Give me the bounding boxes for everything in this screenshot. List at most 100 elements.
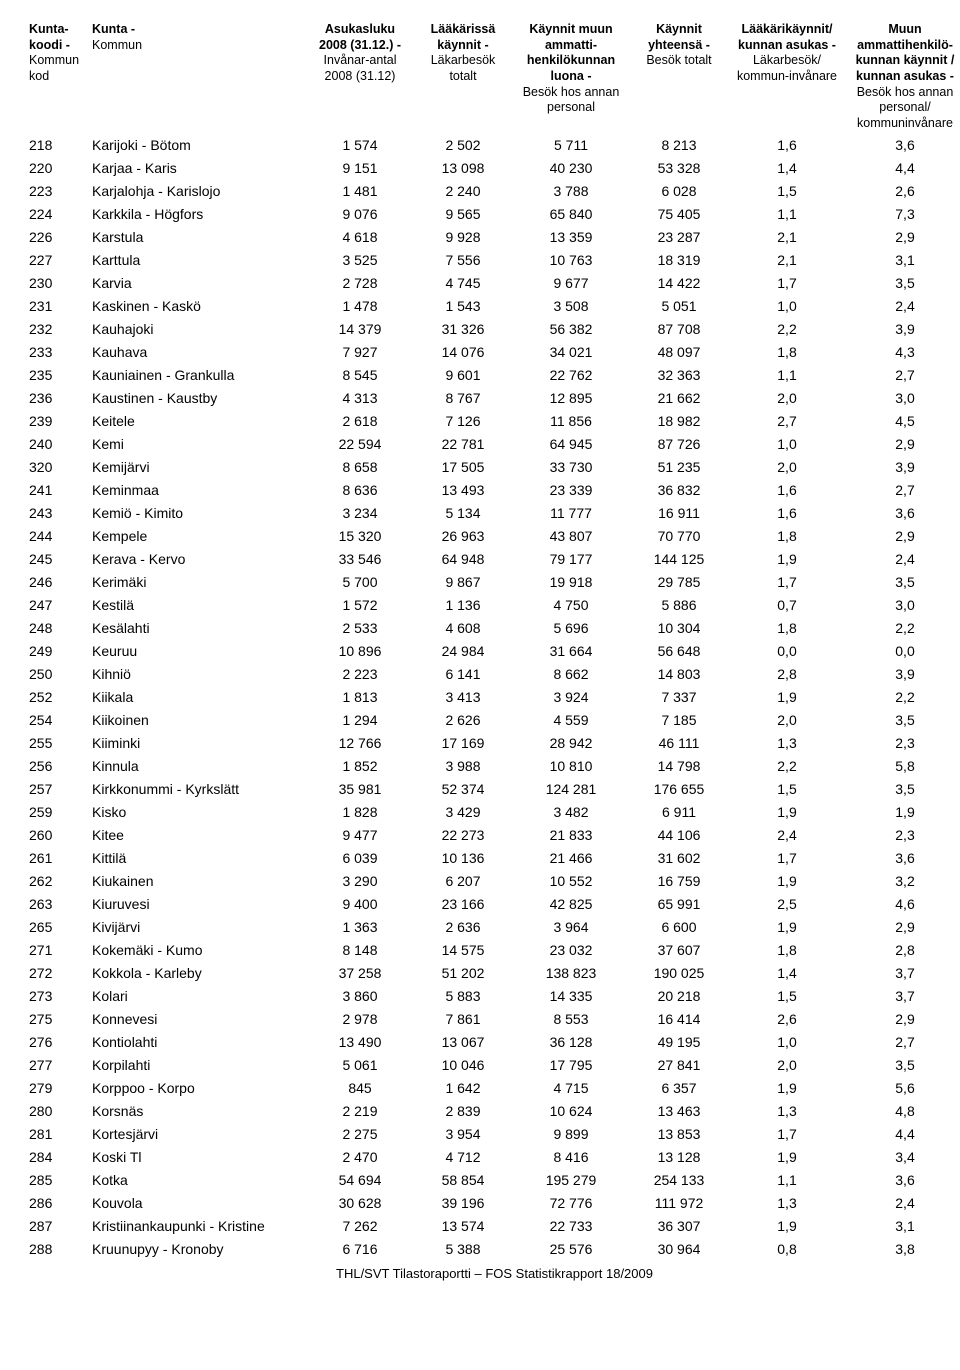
cell: 3 234: [306, 501, 414, 524]
cell: 250: [25, 662, 88, 685]
cell: 144 125: [630, 547, 728, 570]
cell: 2,8: [846, 938, 960, 961]
cell: 3,6: [846, 133, 960, 156]
cell: 23 166: [414, 892, 512, 915]
header-total: Käynnit yhteensä - Besök totalt: [630, 20, 728, 133]
cell: 1,9: [728, 685, 846, 708]
cell: 285: [25, 1168, 88, 1191]
cell: 227: [25, 248, 88, 271]
table-row: 244Kempele15 32026 96343 80770 7701,82,9: [25, 524, 960, 547]
cell: Korpilahti: [88, 1053, 306, 1076]
cell: 9 677: [512, 271, 630, 294]
cell: 13 853: [630, 1122, 728, 1145]
cell: 190 025: [630, 961, 728, 984]
cell: 254 133: [630, 1168, 728, 1191]
cell: 1,9: [728, 547, 846, 570]
cell: 53 328: [630, 156, 728, 179]
table-row: 280Korsnäs2 2192 83910 62413 4631,34,8: [25, 1099, 960, 1122]
cell: 15 320: [306, 524, 414, 547]
cell: Korsnäs: [88, 1099, 306, 1122]
header-name: Kunta - Kommun: [88, 20, 306, 133]
cell: 12 895: [512, 386, 630, 409]
cell: 220: [25, 156, 88, 179]
cell: 256: [25, 754, 88, 777]
cell: 1,7: [728, 570, 846, 593]
table-row: 226Karstula4 6189 92813 35923 2872,12,9: [25, 225, 960, 248]
cell: 4 712: [414, 1145, 512, 1168]
cell: 8 416: [512, 1145, 630, 1168]
cell: 3,6: [846, 846, 960, 869]
cell: 3 924: [512, 685, 630, 708]
cell: 5,6: [846, 1076, 960, 1099]
statistics-table: Kunta-koodi - Kommun kod Kunta - Kommun …: [25, 20, 960, 1285]
cell: 36 128: [512, 1030, 630, 1053]
cell: 232: [25, 317, 88, 340]
table-row: 231Kaskinen - Kaskö1 4781 5433 5085 0511…: [25, 294, 960, 317]
cell: 245: [25, 547, 88, 570]
cell: 5 696: [512, 616, 630, 639]
cell: 2 728: [306, 271, 414, 294]
cell: 2,5: [728, 892, 846, 915]
cell: 0,0: [728, 639, 846, 662]
cell: 8 553: [512, 1007, 630, 1030]
cell: 13 574: [414, 1214, 512, 1237]
cell: 5,8: [846, 754, 960, 777]
cell: 3 964: [512, 915, 630, 938]
cell: 1 136: [414, 593, 512, 616]
cell: 1 852: [306, 754, 414, 777]
cell: Kotka: [88, 1168, 306, 1191]
cell: 2,4: [846, 547, 960, 570]
cell: 1 572: [306, 593, 414, 616]
cell: 3 525: [306, 248, 414, 271]
cell: Keminmaa: [88, 478, 306, 501]
cell: 31 326: [414, 317, 512, 340]
header-docper: Lääkärikäynnit/ kunnan asukas - Läkarbes…: [728, 20, 846, 133]
cell: 272: [25, 961, 88, 984]
cell: 1,8: [728, 616, 846, 639]
table-row: 275Konnevesi2 9787 8618 55316 4142,62,9: [25, 1007, 960, 1030]
cell: 240: [25, 432, 88, 455]
cell: 10 763: [512, 248, 630, 271]
cell: Karkkila - Högfors: [88, 202, 306, 225]
cell: 4 715: [512, 1076, 630, 1099]
table-row: 257Kirkkonummi - Kyrkslätt35 98152 37412…: [25, 777, 960, 800]
cell: 2,9: [846, 225, 960, 248]
cell: Konnevesi: [88, 1007, 306, 1030]
cell: 39 196: [414, 1191, 512, 1214]
cell: 280: [25, 1099, 88, 1122]
cell: 2 636: [414, 915, 512, 938]
cell: 51 202: [414, 961, 512, 984]
cell: 36 832: [630, 478, 728, 501]
cell: 1,4: [728, 156, 846, 179]
cell: 5 388: [414, 1237, 512, 1260]
cell: 2,7: [846, 478, 960, 501]
cell: 6 911: [630, 800, 728, 823]
cell: 2,2: [728, 317, 846, 340]
cell: 1 828: [306, 800, 414, 823]
cell: 5 883: [414, 984, 512, 1007]
cell: 284: [25, 1145, 88, 1168]
cell: Karvia: [88, 271, 306, 294]
cell: 218: [25, 133, 88, 156]
cell: 195 279: [512, 1168, 630, 1191]
cell: 87 726: [630, 432, 728, 455]
cell: 3,6: [846, 1168, 960, 1191]
cell: 276: [25, 1030, 88, 1053]
cell: 1 481: [306, 179, 414, 202]
cell: 265: [25, 915, 88, 938]
cell: 18 982: [630, 409, 728, 432]
cell: 3,5: [846, 570, 960, 593]
cell: 3 429: [414, 800, 512, 823]
cell: 7,3: [846, 202, 960, 225]
cell: 176 655: [630, 777, 728, 800]
cell: 277: [25, 1053, 88, 1076]
cell: Koski Tl: [88, 1145, 306, 1168]
cell: 2,4: [846, 1191, 960, 1214]
cell: 9 076: [306, 202, 414, 225]
cell: 9 899: [512, 1122, 630, 1145]
cell: 3 988: [414, 754, 512, 777]
cell: 3 290: [306, 869, 414, 892]
cell: 13 463: [630, 1099, 728, 1122]
cell: 2,9: [846, 432, 960, 455]
cell: 3,5: [846, 777, 960, 800]
